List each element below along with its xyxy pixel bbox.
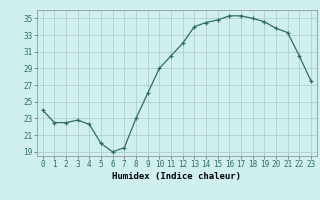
X-axis label: Humidex (Indice chaleur): Humidex (Indice chaleur) [112,172,241,181]
